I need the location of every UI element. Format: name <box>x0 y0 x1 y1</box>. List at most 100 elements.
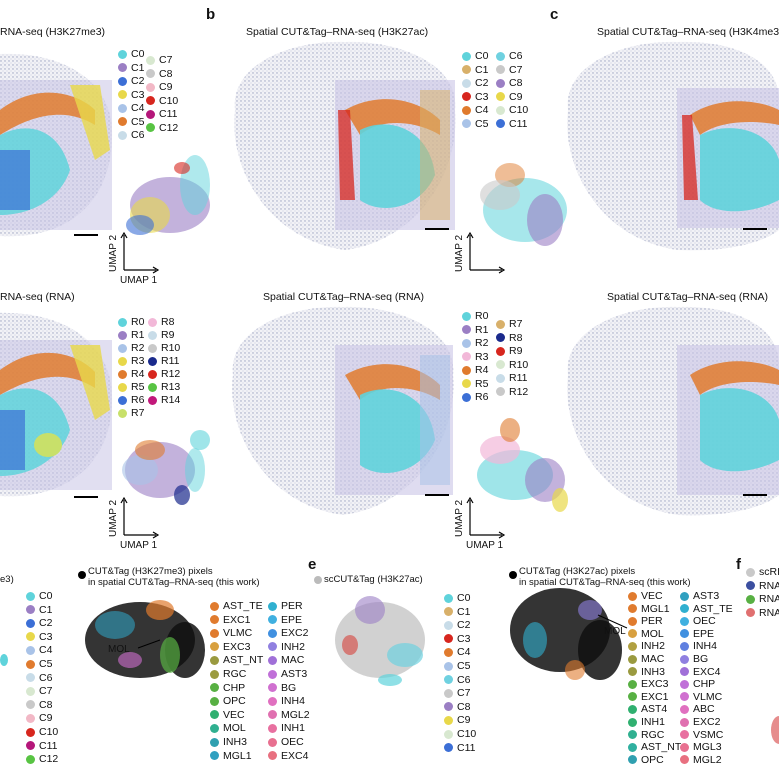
legend-f: scRI RNA RNA RNA <box>746 566 779 626</box>
legend-label: C1 <box>39 603 53 616</box>
umap-a-top-cloud <box>126 155 210 235</box>
legend-label: R7 <box>131 407 145 419</box>
legend-item: R14 <box>148 394 180 406</box>
legend-label: C5 <box>131 115 145 128</box>
legend-swatch <box>118 382 127 392</box>
legend-item: C12 <box>146 122 178 134</box>
legend-swatch <box>628 755 637 765</box>
legend-label: C2 <box>39 617 53 630</box>
legend-label: CHP <box>693 678 716 691</box>
legend-swatch <box>268 669 277 679</box>
legend-item: C8 <box>444 701 470 713</box>
legend-item: PER <box>268 600 303 612</box>
legend-swatch <box>268 696 277 706</box>
legend-item: R0 <box>118 316 144 328</box>
legend-swatch <box>268 751 277 761</box>
legend-item: INH3 <box>210 736 247 748</box>
panel-letter-f: f <box>736 556 741 573</box>
legend-label: EXC3 <box>641 678 669 691</box>
legend-label: R2 <box>131 342 145 354</box>
legend-item: C2 <box>462 77 488 89</box>
legend-item: AST_NT <box>628 741 681 753</box>
legend-swatch <box>680 730 689 740</box>
legend-item: MOL <box>210 722 246 734</box>
legend-label: EXC1 <box>223 613 251 626</box>
legend-swatch <box>210 628 219 638</box>
legend-swatch <box>268 628 277 638</box>
legend-item: R6 <box>118 394 144 406</box>
black-dot-marker <box>78 571 86 579</box>
legend-item: R6 <box>462 391 488 403</box>
legend-swatch <box>444 661 453 671</box>
legend-swatch <box>462 379 471 388</box>
umap-b-top-cloud <box>480 163 567 246</box>
legend-swatch <box>210 615 219 625</box>
legend-item: C6 <box>496 50 522 62</box>
legend-label: R10 <box>161 342 181 354</box>
legend-item: OEC <box>268 736 304 748</box>
legend-item: C9 <box>26 712 52 724</box>
legend-item: C11 <box>444 742 475 754</box>
legend-swatch <box>148 343 157 353</box>
legend-label: C8 <box>159 67 173 80</box>
scale-bar <box>425 228 449 230</box>
legend-item: C5 <box>118 116 144 128</box>
legend-label: C2 <box>131 75 145 87</box>
legend-label: R6 <box>475 391 489 403</box>
legend-label: C10 <box>457 728 477 740</box>
legend-label: C0 <box>131 48 145 60</box>
legend-item: BG <box>680 653 708 665</box>
legend-swatch <box>628 704 637 714</box>
legend-label: EPE <box>281 613 303 626</box>
legend-item: INH4 <box>680 640 717 652</box>
legend-item: AST3 <box>268 668 307 680</box>
legend-label: VSMC <box>693 728 724 741</box>
legend-item: C0 <box>462 50 488 62</box>
legend-swatch <box>26 700 35 710</box>
legend-item: MAC <box>628 653 664 665</box>
umap-axes-a-bottom <box>120 496 160 539</box>
legend-label: EPE <box>693 627 715 640</box>
legend-label: C9 <box>457 714 471 727</box>
legend-swatch <box>628 667 637 677</box>
legend-item: AST4 <box>628 703 667 715</box>
legend-item: C3 <box>26 631 52 643</box>
legend-label: PER <box>281 600 303 612</box>
legend-label: C4 <box>131 102 145 114</box>
legend-item: R11 <box>148 355 179 367</box>
legend-item: C11 <box>26 740 57 752</box>
legend-label: C0 <box>457 592 471 604</box>
umap-axes-a-top <box>120 231 160 274</box>
legend-item: C9 <box>146 81 172 93</box>
legend-swatch <box>462 65 471 74</box>
legend-item: RNA <box>746 607 779 619</box>
legend-swatch <box>146 69 155 78</box>
legend-label: INH3 <box>641 665 665 678</box>
legend-label: AST3 <box>693 590 720 602</box>
legend-swatch <box>628 717 637 727</box>
legend-swatch <box>628 591 637 601</box>
legend-item: C5 <box>444 660 470 672</box>
umap-a-top-y-label: UMAP 2 <box>108 234 119 272</box>
legend-e-left: C0 C1 C2 C3 C4 C5 C6 C7 C8 C9 C10 C11 <box>444 592 494 767</box>
legend-label: R5 <box>131 381 145 393</box>
legend-label: R9 <box>509 345 523 357</box>
legend-swatch <box>26 686 35 696</box>
legend-swatch <box>462 392 471 402</box>
panel-b-top-title: Spatial CUT&Tag–RNA-seq (H3K27ac) <box>246 26 429 38</box>
legend-item: R13 <box>148 381 180 393</box>
brain-a-top <box>0 53 113 237</box>
legend-label: RGC <box>641 728 665 741</box>
legend-label: C5 <box>457 660 471 672</box>
legend-label: RNA <box>759 606 779 619</box>
legend-item: C10 <box>444 728 476 740</box>
legend-swatch <box>148 369 157 379</box>
legend-label: R13 <box>161 381 181 393</box>
legend-swatch <box>268 642 277 652</box>
legend-item: C7 <box>444 687 470 699</box>
legend-swatch <box>496 333 505 342</box>
legend-swatch <box>146 82 155 92</box>
legend-label: AST3 <box>281 668 308 680</box>
legend-label: C3 <box>39 630 53 643</box>
legend-swatch <box>628 654 637 664</box>
